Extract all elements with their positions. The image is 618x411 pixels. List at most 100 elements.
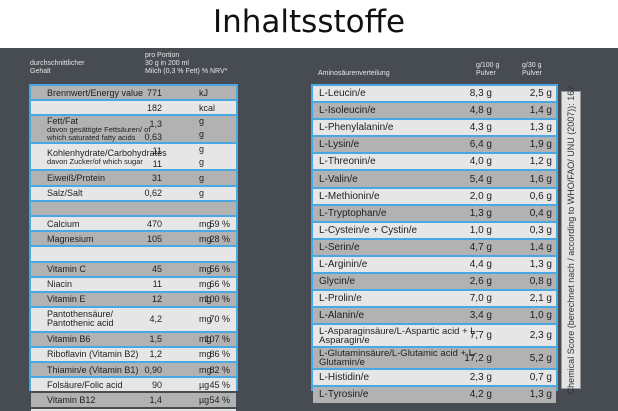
amino-g100: 5,4 g bbox=[469, 173, 492, 185]
nutrient-value: 31 bbox=[151, 172, 162, 183]
nutrient-name: Vitamin B6 bbox=[47, 334, 91, 345]
nutrient-name: Magnesium bbox=[47, 233, 94, 244]
amino-g100: 2,0 g bbox=[469, 190, 492, 202]
amino-name: L-Tryptophan/e bbox=[319, 207, 387, 219]
nutrient-nrv: 107 % bbox=[204, 334, 230, 345]
amino-g30: 0,6 g bbox=[529, 190, 552, 202]
nutrient-nrv: 45 % bbox=[209, 379, 230, 390]
unit-sub: g bbox=[199, 156, 205, 167]
nutrient-value: 4,2 bbox=[149, 314, 162, 325]
page-title: Inhaltsstoffe bbox=[212, 4, 406, 40]
amino-g30: 2,3 g bbox=[529, 330, 552, 342]
nutrient-value: 771 bbox=[146, 87, 162, 98]
nutrient-name: Thiamin/e (Vitamin B1) bbox=[47, 364, 139, 375]
amino-g100: 6,4 g bbox=[469, 139, 492, 151]
g100-header: g/100 g Pulver bbox=[476, 62, 499, 78]
nutrient-nrv: 82 % bbox=[209, 364, 230, 375]
amino-g100: 1,0 g bbox=[469, 224, 492, 236]
nutrition-row: Folsäure/Folic acid 90 µg 45 % bbox=[31, 378, 236, 392]
amino-row: L-Threonin/e 4,0 g 1,2 g bbox=[313, 154, 556, 170]
nutrient-unit: mg bbox=[199, 364, 212, 375]
amino-name: L-Cystein/e + Cystin/e bbox=[319, 224, 418, 236]
nutrition-row: Magnesium 105 mg 28 % bbox=[31, 232, 236, 246]
amino-row: L-Prolin/e 7,0 g 2,1 g bbox=[313, 291, 556, 307]
nutrient-label: Fett/Fat bbox=[47, 116, 79, 127]
nutrient-value: 0,90 bbox=[144, 364, 162, 375]
nutrient-value: 470 bbox=[146, 218, 162, 229]
nutrition-row: Brennwert/Energy value 771 kJ bbox=[31, 86, 236, 100]
amino-row: L-Isoleucin/e 4,8 g 1,4 g bbox=[313, 103, 556, 119]
nutrient-value: 11 11 bbox=[153, 144, 162, 169]
amino-name: L-Serin/e bbox=[319, 241, 360, 253]
nutrient-name: Vitamin C bbox=[47, 264, 86, 275]
header-line: Pulver bbox=[476, 70, 496, 77]
nutrition-row: Thiamin/e (Vitamin B1) 0,90 mg 82 % bbox=[31, 362, 236, 377]
amino-g30: 0,7 g bbox=[529, 372, 552, 384]
nutrition-row: Pantothensäure/ Pantothenic acid 4,2 mg 70 … bbox=[31, 308, 236, 331]
amino-row: L-Serin/e 4,7 g 1,4 g bbox=[313, 239, 556, 255]
nutrition-table: Brennwert/Energy value 771 kJ 182 kcal Fett/F… bbox=[29, 84, 238, 411]
nutrient-nrv: 59 % bbox=[209, 218, 230, 229]
nutrition-row: Calcium 470 mg 59 % bbox=[31, 216, 236, 231]
nutrient-value: 1,2 bbox=[149, 349, 162, 360]
header-line: Gehalt bbox=[30, 68, 51, 75]
amino-g100: 4,8 g bbox=[469, 105, 492, 117]
nutrient-value: 182 bbox=[146, 102, 162, 113]
amino-g100: 2,6 g bbox=[469, 276, 492, 288]
amino-g30: 0,4 g bbox=[529, 207, 552, 219]
amino-g30: 5,2 g bbox=[529, 352, 552, 364]
nutrient-unit: kcal bbox=[199, 102, 216, 113]
header-line: 30 g in 200 ml bbox=[145, 60, 189, 67]
nutrient-name: Vitamin E bbox=[47, 294, 86, 305]
amino-g100: 4,3 g bbox=[469, 122, 492, 134]
amino-g30: 1,2 g bbox=[529, 156, 552, 168]
nutrient-unit: mg bbox=[199, 264, 212, 275]
header-line: Pulver bbox=[522, 70, 542, 77]
value-sub: 0,63 bbox=[144, 131, 162, 142]
amino-name: L-Prolin/e bbox=[319, 293, 362, 305]
nutrient-unit: mg bbox=[199, 294, 212, 305]
amino-name: L-Histidin/e bbox=[319, 372, 370, 384]
nutrient-name: Folsäure/Folic acid bbox=[47, 379, 123, 390]
nutrient-value: 90 bbox=[151, 379, 162, 390]
amino-g100: 4,2 g bbox=[469, 389, 492, 401]
amino-name: Glycin/e bbox=[319, 276, 356, 288]
nutrient-sublabel: davon gesättigte Fettsäuren/ of which sa… bbox=[47, 125, 151, 142]
nutrient-unit: µg bbox=[199, 379, 210, 390]
nutrient-nrv: 100 % bbox=[204, 294, 230, 305]
nutrient-value: 12 bbox=[151, 294, 162, 305]
amino-row: Glycin/e 2,6 g 0,8 g bbox=[313, 274, 556, 290]
amino-row: L-Glutaminsäure/L-Glutamic acid + L-Glut… bbox=[313, 347, 556, 369]
nutrient-unit: mg bbox=[199, 233, 212, 244]
amino-g100: 17,2 g bbox=[464, 352, 492, 364]
amino-name: L-Tyrosin/e bbox=[319, 389, 369, 401]
amino-table: L-Leucin/e 8,3 g 2,5 g L-Isoleucin/e 4,8 g 1,… bbox=[311, 84, 558, 403]
header-line: g/100 g bbox=[476, 62, 500, 69]
nutrient-value: 1,4 bbox=[149, 394, 162, 405]
header-line: g/30 g bbox=[522, 62, 542, 69]
amino-name: L-Asparaginsäure/L-Aspartic acid + L-Asp… bbox=[319, 325, 479, 346]
nutrition-row: Vitamin C 45 mg 56 % bbox=[31, 262, 236, 276]
amino-header: Aminosäurenverteilung bbox=[318, 70, 390, 77]
nutrient-unit: kJ bbox=[199, 87, 208, 98]
amino-name: L-Alanin/e bbox=[319, 310, 365, 322]
nutrient-name: Vitamin B12 bbox=[47, 394, 96, 405]
amino-name: L-Glutaminsäure/L-Glutamic acid + L-Glut… bbox=[319, 348, 478, 369]
chemical-score-box: Chemical Score (berechnet nach / accordi… bbox=[561, 86, 581, 394]
header-line: pro Portion bbox=[145, 52, 180, 59]
left-header-label: durchschnittlicher Gehalt bbox=[30, 60, 84, 76]
header-line: durchschnittlicher bbox=[30, 60, 85, 67]
nutrient-value: 0,62 bbox=[144, 188, 162, 199]
header-line: Milch (0,3 % Fett) bbox=[145, 68, 200, 75]
nutrient-name: Pantothensäure/ Pantothenic acid bbox=[47, 309, 114, 329]
portion-header: pro Portion 30 g in 200 ml Milch (0,3 % … bbox=[145, 52, 227, 76]
nutrient-nrv: 54 % bbox=[209, 394, 230, 405]
nutrition-row: Riboflavin (Vitamin B2) 1,2 mg 86 % bbox=[31, 347, 236, 361]
amino-name: L-Lysin/e bbox=[319, 139, 360, 151]
nutrition-row: Salz/Salt 0,62 g bbox=[31, 186, 236, 200]
amino-g100: 4,0 g bbox=[469, 156, 492, 168]
nutrient-name: Riboflavin (Vitamin B2) bbox=[47, 349, 139, 360]
amino-g30: 2,1 g bbox=[529, 293, 552, 305]
